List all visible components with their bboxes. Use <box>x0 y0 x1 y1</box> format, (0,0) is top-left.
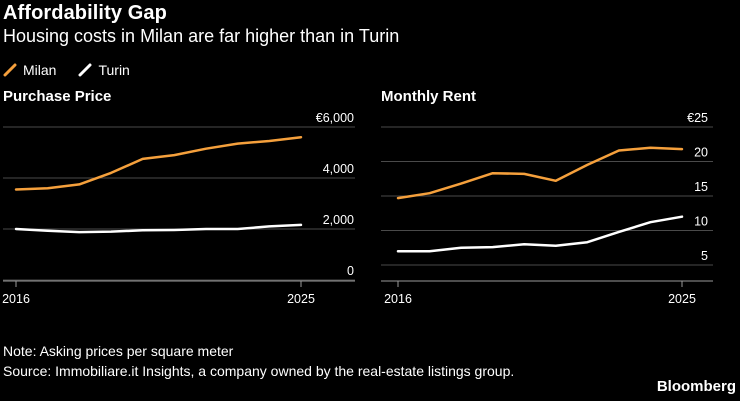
xtick-label-rent-2016: 2016 <box>384 292 412 306</box>
legend-item-turin: Turin <box>78 62 130 78</box>
series-line-purchase-turin <box>14 223 303 234</box>
series-line-rent-milan <box>396 146 684 200</box>
legend-label-milan: Milan <box>23 62 57 78</box>
chart-source: Source: Immobiliare.it Insights, a compa… <box>3 363 515 379</box>
panel-title-monthly-rent: Monthly Rent <box>381 88 476 105</box>
legend-swatch-turin-icon <box>78 63 92 77</box>
chart-subtitle: Housing costs in Milan are far higher th… <box>3 26 400 46</box>
ytick-label-purchase-2000: 2,000 <box>323 213 354 227</box>
legend-item-milan: Milan <box>3 62 56 78</box>
chart-title: Affordability Gap <box>3 2 167 24</box>
brand-logo: Bloomberg <box>656 378 736 395</box>
xtick-label-purchase-2025: 2025 <box>287 292 315 306</box>
ytick-label-rent-5: 5 <box>701 249 708 263</box>
ytick-label-purchase-0: 0 <box>347 264 354 278</box>
ytick-label-rent-20: 20 <box>694 146 708 160</box>
chart-note: Note: Asking prices per square meter <box>3 343 234 359</box>
series-line-purchase-milan <box>14 135 303 191</box>
legend-label-turin: Turin <box>98 62 130 78</box>
legend: Milan Turin <box>3 61 152 79</box>
xtick-label-rent-2025: 2025 <box>668 292 696 306</box>
legend-swatch-milan-icon <box>3 63 17 77</box>
ytick-label-rent-15: 15 <box>694 180 708 194</box>
ytick-label-purchase-4000: 4,000 <box>323 162 354 176</box>
series-line-rent-turin <box>396 215 684 253</box>
ytick-label-purchase-6000: €6,000 <box>316 111 354 125</box>
panel-title-purchase-price: Purchase Price <box>3 88 112 105</box>
ytick-label-rent-10: 10 <box>694 215 708 229</box>
xtick-label-purchase-2016: 2016 <box>2 292 30 306</box>
ytick-label-rent-25: €25 <box>687 111 708 125</box>
